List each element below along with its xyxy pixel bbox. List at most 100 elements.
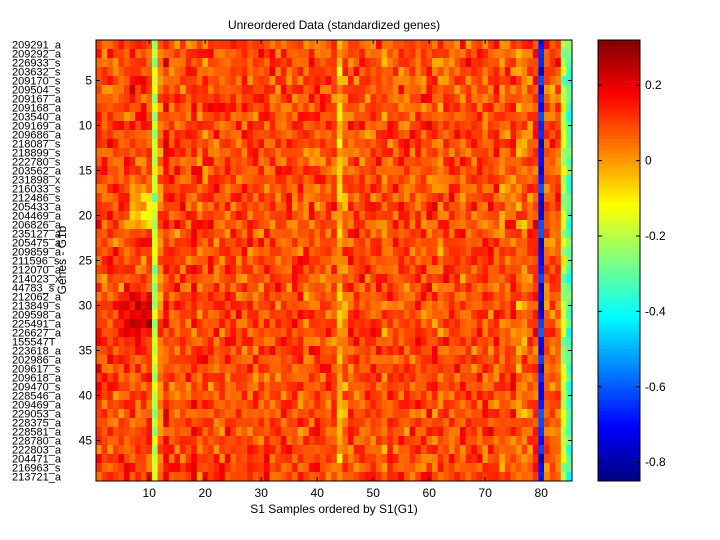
heatmap-cell [146,274,153,284]
heatmap-cell [392,103,399,113]
heatmap-cell [420,256,427,266]
heatmap-cell [409,400,416,410]
heatmap-cell [230,148,237,158]
heatmap-cell [465,211,472,221]
heatmap-cell [549,184,556,194]
heatmap-cell [146,418,153,428]
heatmap-cell [325,211,332,221]
heatmap-cell [504,184,511,194]
heatmap-cell [566,247,573,257]
heatmap-cell [185,40,192,50]
heatmap-cell [247,472,254,482]
heatmap-cell [353,310,360,320]
heatmap-cell [465,58,472,68]
colorbar-segment [598,267,640,272]
heatmap-cell [308,373,315,383]
heatmap-cell [359,193,366,203]
heatmap-cell [280,67,287,77]
heatmap-cell [236,310,242,320]
heatmap-cell [269,409,276,419]
heatmap-cell [275,472,282,482]
heatmap-cell [308,157,315,167]
heatmap-cell [549,220,556,230]
heatmap-cell [191,85,198,95]
heatmap-cell [471,274,478,284]
heatmap-cell [370,256,377,266]
heatmap-cell [247,373,254,383]
heatmap-cell [196,373,203,383]
heatmap-cell [392,211,399,221]
heatmap-cell [224,472,231,482]
heatmap-cell [320,391,326,401]
heatmap-cell [504,256,511,266]
heatmap-cell [342,166,349,176]
row-label: 228581_a [12,427,62,439]
heatmap-cell [381,436,388,446]
heatmap-cell [325,310,332,320]
heatmap-cell [443,409,450,419]
heatmap-cell [510,346,517,356]
heatmap-cell [96,220,102,230]
row-label: 228375_a [12,418,62,430]
heatmap-cell [303,445,310,455]
heatmap-cell [146,409,153,419]
heatmap-cell [560,301,567,311]
heatmap-cell [359,166,366,176]
heatmap-cell [432,67,438,77]
heatmap-cell [146,256,153,266]
heatmap-cell [493,427,500,437]
heatmap-cell [476,265,483,275]
heatmap-cell [202,193,209,203]
heatmap-cell [549,445,556,455]
heatmap-cell [252,274,259,284]
heatmap-cell [448,94,455,104]
heatmap-cell [415,310,422,320]
heatmap-cell [549,211,556,221]
heatmap-cell [129,49,136,59]
heatmap-cell [241,175,248,185]
heatmap-cell [510,427,517,437]
heatmap-cell [129,211,136,221]
heatmap-cell [191,157,198,167]
heatmap-cell [191,103,198,113]
heatmap-cell [415,202,422,212]
heatmap-cell [488,409,494,419]
heatmap-cell [112,373,119,383]
heatmap-cell [107,76,114,86]
heatmap-cell [124,193,130,203]
heatmap-cell [180,94,186,104]
heatmap-cell [342,130,349,140]
heatmap-cell [196,283,203,293]
heatmap-cell [213,130,220,140]
heatmap-cell [213,211,220,221]
heatmap-cell [202,94,209,104]
heatmap-cell [101,94,108,104]
heatmap-cell [538,292,545,302]
heatmap-cell [342,373,349,383]
heatmap-cell [208,247,214,257]
heatmap-cell [129,355,136,365]
heatmap-cell [252,436,259,446]
heatmap-cell [112,364,119,374]
heatmap-cell [135,355,142,365]
heatmap-cell [376,202,382,212]
heatmap-cell [264,391,270,401]
heatmap-cell [213,310,220,320]
heatmap-cell [432,445,438,455]
heatmap-cell [471,301,478,311]
heatmap-cell [168,328,175,338]
heatmap-cell [180,445,186,455]
heatmap-cell [370,463,377,473]
heatmap-cell [314,328,321,338]
heatmap-cell [269,256,276,266]
colorbar-segment [598,319,640,324]
heatmap-cell [499,148,506,158]
heatmap-cell [437,202,444,212]
heatmap-cell [213,121,220,131]
heatmap-cell [174,247,181,257]
heatmap-cell [387,454,394,464]
heatmap-cell [359,292,366,302]
heatmap-cell [180,283,186,293]
heatmap-cell [219,382,226,392]
heatmap-cell [336,85,343,95]
